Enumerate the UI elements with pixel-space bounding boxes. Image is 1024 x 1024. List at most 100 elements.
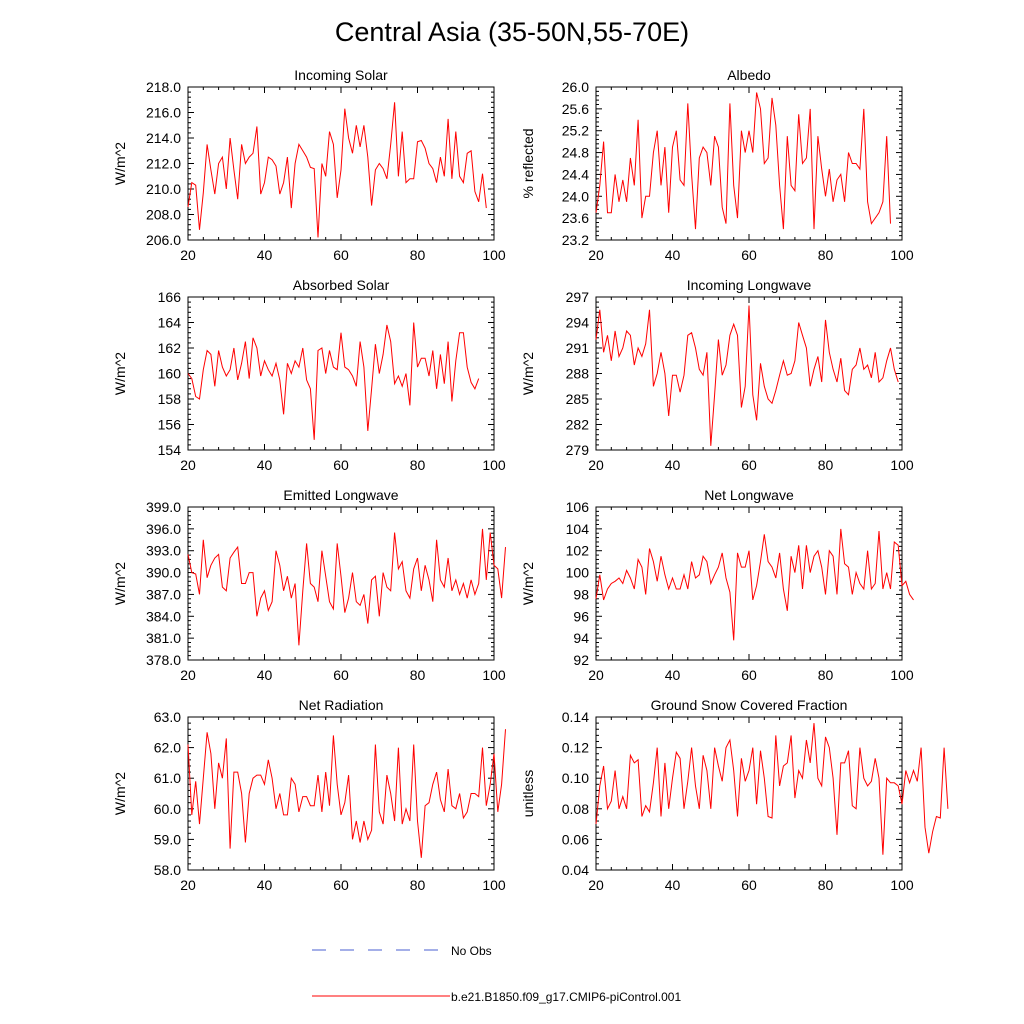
y-tick-label: 98: [573, 586, 589, 602]
plot-frame: [595, 296, 903, 451]
y-tick-label: 164: [158, 315, 182, 331]
y-axis-label: W/m^2: [112, 352, 128, 395]
y-tick-label: 206.0: [146, 232, 181, 248]
y-tick-label: 0.10: [562, 770, 589, 786]
x-tick-label: 80: [410, 667, 426, 683]
y-tick-label: 285: [566, 391, 590, 407]
x-tick-label: 20: [588, 247, 604, 263]
y-tick-label: 94: [573, 630, 589, 646]
y-tick-label: 23.2: [562, 232, 589, 248]
y-tick-label: 62.0: [154, 740, 181, 756]
panel-title: Net Radiation: [299, 697, 384, 713]
panels: Incoming Solar W/m^2 206.0 208.0 210.0 212.0 2…: [112, 67, 949, 893]
x-tick-label: 20: [588, 457, 604, 473]
x-tick-label: 100: [482, 457, 506, 473]
y-tick-label: 387.0: [146, 586, 181, 602]
panel-title: Net Longwave: [704, 487, 794, 503]
plot-frame: [187, 296, 495, 451]
y-tick-label: 210.0: [146, 181, 181, 197]
panel-title: Albedo: [727, 67, 771, 83]
chart-panel: Absorbed Solar W/m^2 154 156 158 160 162 164 166…: [112, 277, 506, 473]
x-tick-label: 80: [410, 877, 426, 893]
x-tick-label: 60: [741, 247, 757, 263]
y-tick-label: 216.0: [146, 105, 181, 121]
chart-panel: Emitted Longwave W/m^2 378.0 381.0 384.0 387.…: [112, 487, 506, 683]
x-tick-label: 60: [741, 457, 757, 473]
x-tick-label: 100: [890, 877, 914, 893]
y-tick-label: 158: [158, 391, 182, 407]
y-tick-label: 24.4: [562, 166, 589, 182]
y-tick-label: 166: [158, 289, 182, 305]
series-line: [595, 92, 891, 230]
y-axis-label: W/m^2: [520, 562, 536, 605]
y-tick-label: 63.0: [154, 709, 181, 725]
y-tick-label: 23.6: [562, 210, 589, 226]
y-tick-label: 297: [566, 289, 590, 305]
figure-title: Central Asia (35-50N,55-70E): [335, 17, 689, 47]
chart-panel: Incoming Solar W/m^2 206.0 208.0 210.0 212.0 2…: [112, 67, 506, 263]
series-line: [595, 723, 949, 855]
x-tick-label: 60: [333, 877, 349, 893]
series-line: [595, 305, 899, 446]
y-tick-label: 384.0: [146, 608, 181, 624]
series-line: [595, 528, 914, 641]
x-tick-label: 100: [890, 457, 914, 473]
chart-panel: Incoming Longwave W/m^2 279 282 285 288 291 294…: [520, 277, 914, 473]
y-tick-label: 58.0: [154, 862, 181, 878]
x-tick-label: 60: [741, 877, 757, 893]
y-axis-label: unitless: [520, 770, 536, 817]
y-tick-label: 24.0: [562, 188, 589, 204]
y-tick-label: 60.0: [154, 801, 181, 817]
y-tick-label: 24.8: [562, 145, 589, 161]
x-tick-label: 80: [410, 247, 426, 263]
y-tick-label: 0.14: [562, 709, 589, 725]
y-tick-label: 0.04: [562, 862, 589, 878]
chart-panel: Albedo % reflected 23.2 23.6 24.0 24.4 24.8 25.…: [520, 67, 914, 263]
y-tick-label: 25.2: [562, 123, 589, 139]
y-tick-label: 212.0: [146, 156, 181, 172]
y-tick-label: 378.0: [146, 652, 181, 668]
chart-panel: Ground Snow Covered Fraction unitless 0.04…: [520, 697, 949, 893]
x-tick-label: 60: [333, 667, 349, 683]
y-tick-label: 288: [566, 366, 590, 382]
panel-title: Absorbed Solar: [293, 277, 390, 293]
x-tick-label: 80: [818, 247, 834, 263]
y-tick-label: 279: [566, 442, 590, 458]
y-tick-label: 393.0: [146, 543, 181, 559]
series-line: [187, 729, 506, 858]
x-tick-label: 80: [818, 877, 834, 893]
y-tick-label: 100: [566, 565, 590, 581]
x-tick-label: 40: [257, 667, 273, 683]
x-tick-label: 20: [588, 667, 604, 683]
chart-panel: Net Radiation W/m^2 58.0 59.0 60.0 61.0 62.0 63…: [112, 697, 506, 893]
x-tick-label: 80: [818, 667, 834, 683]
x-tick-label: 40: [257, 457, 273, 473]
x-tick-label: 40: [665, 877, 681, 893]
x-tick-label: 100: [482, 877, 506, 893]
x-tick-label: 100: [482, 667, 506, 683]
x-tick-label: 100: [890, 667, 914, 683]
y-tick-label: 396.0: [146, 521, 181, 537]
panel-title: Incoming Longwave: [687, 277, 812, 293]
y-axis-label: W/m^2: [520, 352, 536, 395]
x-tick-label: 20: [180, 667, 196, 683]
y-tick-label: 208.0: [146, 207, 181, 223]
x-tick-label: 20: [588, 877, 604, 893]
y-tick-label: 399.0: [146, 499, 181, 515]
x-tick-label: 40: [257, 247, 273, 263]
y-tick-label: 291: [566, 340, 590, 356]
y-tick-label: 96: [573, 608, 589, 624]
plot-frame: [187, 506, 495, 661]
y-tick-label: 162: [158, 340, 182, 356]
chart-panel: Net Longwave W/m^2 92 94 96 98 100 102 104 106 20 4…: [520, 487, 914, 683]
y-tick-label: 61.0: [154, 770, 181, 786]
x-tick-label: 20: [180, 457, 196, 473]
y-tick-label: 25.6: [562, 101, 589, 117]
legend-model-label: b.e21.B1850.f09_g17.CMIP6-piControl.001: [451, 990, 681, 1004]
y-tick-label: 294: [566, 315, 590, 331]
x-tick-label: 80: [818, 457, 834, 473]
y-tick-label: 390.0: [146, 565, 181, 581]
y-tick-label: 160: [158, 366, 182, 382]
y-tick-label: 92: [573, 652, 589, 668]
